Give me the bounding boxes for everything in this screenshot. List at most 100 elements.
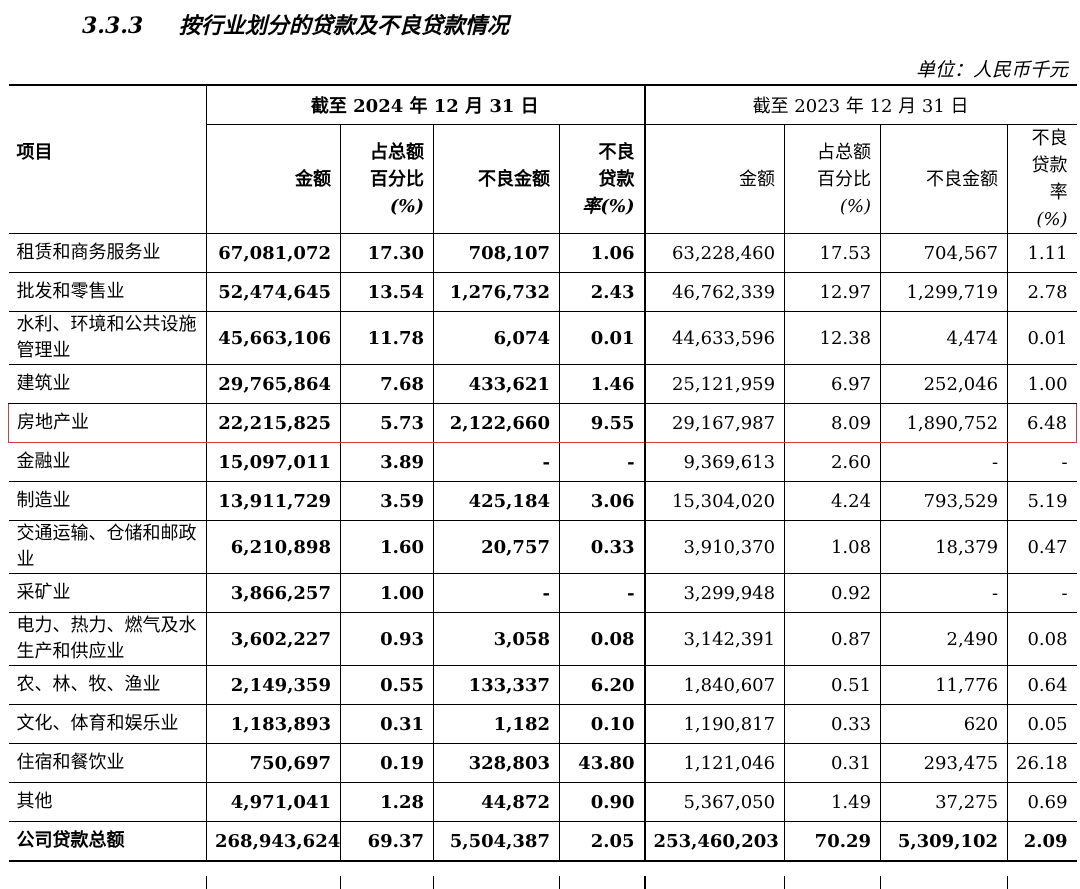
cell-npl-rate-2024: 6.20 (558, 665, 645, 705)
cell-npl-amount-2024: 6,074 (433, 311, 560, 365)
table-row: 建筑业 29,765,864 7.68 433,621 1.46 25,121,959 6.… (8, 364, 1077, 404)
cell-npl-amount-2023: 1,299,719 (880, 272, 1008, 312)
section-number: 3.3.3 (82, 13, 144, 39)
header-npl-rate-2024: 不良 贷款 率(%) (558, 124, 645, 234)
cell-npl-amount-2023: 18,379 (880, 520, 1008, 574)
table-tail-line (559, 876, 560, 889)
cell-pct-2024: 0.19 (340, 743, 434, 783)
cell-pct-2023: 1.49 (784, 782, 881, 822)
cell-pct-2023: 1.08 (784, 520, 881, 574)
cell-amount-2023: 1,121,046 (643, 743, 785, 783)
header-npl-amount-2023: 不良金额 (880, 124, 1008, 234)
table-tail-line (206, 876, 207, 889)
table-row: 租赁和商务服务业 67,081,072 17.30 708,107 1.06 63,228… (8, 233, 1077, 273)
cell-npl-amount-2024: 425,184 (433, 481, 560, 521)
table-row: 住宿和餐饮业 750,697 0.19 328,803 43.80 1,121,046 0.… (8, 743, 1077, 783)
industry-name: 采矿业 (8, 573, 207, 613)
cell-npl-amount-2023: 11,776 (880, 665, 1008, 705)
cell-amount-2023: 3,299,948 (643, 573, 785, 613)
industry-name: 农、林、牧、渔业 (8, 665, 207, 705)
table-row: 批发和零售业 52,474,645 13.54 1,276,732 2.43 46,762… (8, 272, 1077, 312)
cell-npl-rate-2024: 3.06 (558, 481, 645, 521)
cell-amount-2024: 2,149,359 (206, 665, 341, 705)
cell-npl-rate-2024: 9.55 (558, 403, 645, 443)
cell-amount-2023: 3,910,370 (643, 520, 785, 574)
header-npl-rate-line2: 贷款率 (1031, 155, 1068, 203)
cell-pct-2023: 12.38 (784, 311, 881, 365)
header-npl-amount-2024: 不良金额 (433, 124, 560, 234)
header-npl-rate-line1: 不良 (1031, 128, 1068, 149)
cell-amount-2024: 45,663,106 (206, 311, 341, 365)
cell-pct-2023: 4.24 (784, 481, 881, 521)
cell-npl-rate-2023: 1.00 (1007, 364, 1077, 404)
cell-npl-amount-2024: 3,058 (433, 612, 560, 666)
cell-pct-2024: 1.60 (340, 520, 434, 574)
industry-name: 水利、环境和公共设施管理业 (8, 311, 207, 365)
table-row: 水利、环境和公共设施管理业 45,663,106 11.78 6,074 0.01 44,… (8, 311, 1077, 365)
cell-npl-rate-2024: - (558, 573, 645, 613)
header-amount-2023: 金额 (643, 124, 785, 234)
industry-name: 电力、热力、燃气及水生产和供应业 (8, 612, 207, 666)
cell-pct-2024: 5.73 (340, 403, 434, 443)
cell-amount-2024: 4,971,041 (206, 782, 341, 822)
header-pct-line2: 百分比 (817, 168, 872, 190)
cell-npl-rate-2024: 2.43 (558, 272, 645, 312)
header-item: 项目 (8, 84, 207, 234)
unit-note: 单位：人民币千元 (915, 59, 1068, 81)
cell-npl-rate-2024: 0.90 (558, 782, 645, 822)
cell-pct-2023: 2.60 (784, 442, 881, 482)
cell-npl-amount-2024: 1,276,732 (433, 272, 560, 312)
cell-pct-2024: 17.30 (340, 233, 434, 273)
industry-name: 住宿和餐饮业 (8, 743, 207, 783)
header-npl-rate-line3: 率(%) (582, 195, 635, 217)
header-pct-line3: (%) (839, 195, 872, 217)
cell-npl-rate-2023: 0.47 (1007, 520, 1077, 574)
industry-name: 房地产业 (8, 403, 207, 443)
cell-npl-amount-2024: 708,107 (433, 233, 560, 273)
cell-npl-amount-2024: 44,872 (433, 782, 560, 822)
cell-pct-2023: 0.51 (784, 665, 881, 705)
cell-amount-2023: 46,762,339 (643, 272, 785, 312)
header-pct-2024: 占总额 百分比 (%) (340, 124, 434, 234)
cell-pct-2024: 0.31 (340, 704, 434, 744)
cell-pct-2024: 0.55 (340, 665, 434, 705)
cell-npl-rate-2024: 43.80 (558, 743, 645, 783)
header-pct-line3: (%) (389, 195, 424, 217)
table-tail-line (340, 876, 341, 889)
cell-amount-2024: 13,911,729 (206, 481, 341, 521)
cell-npl-rate-2023: - (1007, 442, 1077, 482)
cell-npl-rate-2023: 0.01 (1007, 311, 1077, 365)
cell-amount-2023: 25,121,959 (643, 364, 785, 404)
cell-pct-2024: 11.78 (340, 311, 434, 365)
cell-npl-amount-2024: - (433, 442, 560, 482)
total-row: 公司贷款总额 268,943,624 69.37 5,504,387 2.05 253,4… (8, 821, 1077, 862)
header-pct-line1: 占总额 (370, 141, 424, 163)
industry-name: 批发和零售业 (8, 272, 207, 312)
cell-npl-rate-2024: - (558, 442, 645, 482)
cell-npl-amount-2023: 5,309,102 (880, 821, 1008, 862)
cell-amount-2024: 6,210,898 (206, 520, 341, 574)
table-row: 采矿业 3,866,257 1.00- -3,299,948 0.92- - (8, 573, 1077, 613)
industry-name: 制造业 (8, 481, 207, 521)
cell-pct-2023: 8.09 (784, 403, 881, 443)
header-group-2024: 截至 2024 年 12 月 31 日 (205, 84, 645, 125)
header-pct-line2: 百分比 (370, 168, 424, 190)
cell-pct-2023: 0.87 (784, 612, 881, 666)
cell-pct-2023: 70.29 (784, 821, 881, 862)
cell-npl-rate-2024: 1.06 (558, 233, 645, 273)
cell-amount-2023: 63,228,460 (643, 233, 785, 273)
industry-name: 文化、体育和娱乐业 (8, 704, 207, 744)
table-tail-line (1007, 876, 1008, 889)
table-row: 金融业 15,097,011 3.89- -9,369,613 2.60- - (8, 442, 1077, 482)
cell-amount-2023: 44,633,596 (643, 311, 785, 365)
cell-npl-rate-2023: 26.18 (1007, 743, 1077, 783)
cell-npl-amount-2023: 704,567 (880, 233, 1008, 273)
cell-amount-2024: 15,097,011 (206, 442, 341, 482)
cell-amount-2024: 29,765,864 (206, 364, 341, 404)
cell-npl-rate-2024: 0.10 (558, 704, 645, 744)
cell-npl-rate-2023: 0.64 (1007, 665, 1077, 705)
section-heading: 按行业划分的贷款及不良贷款情况 (178, 13, 509, 39)
cell-amount-2023: 15,304,020 (643, 481, 785, 521)
industry-name: 建筑业 (8, 364, 207, 404)
header-npl-rate-line2: 贷款 (598, 168, 635, 190)
